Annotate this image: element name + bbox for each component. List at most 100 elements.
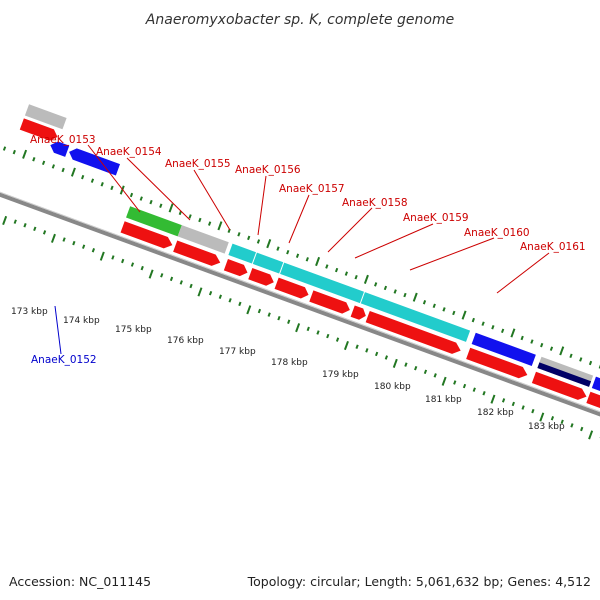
inner-minor-tick: [42, 230, 47, 235]
inner-minor-tick: [160, 273, 164, 278]
outer-minor-tick: [354, 274, 358, 280]
inner-major-tick: [148, 269, 154, 279]
leader-AnaeK_0159: [354, 223, 434, 259]
outer-major-tick: [119, 185, 125, 195]
gene-arrow-AnaeK_0157b[interactable]: [309, 290, 352, 315]
inner-minor-tick: [384, 355, 389, 360]
outer-minor-tick: [579, 357, 583, 362]
outer-minor-tick: [549, 346, 554, 351]
genome-backbone: [0, 177, 600, 443]
outer-major-tick: [22, 149, 28, 159]
feature-bar-cyan-1[interactable]: [228, 243, 257, 264]
inner-minor-tick: [511, 401, 515, 407]
gene-label-AnaeK_0159[interactable]: AnaeK_0159: [403, 212, 469, 224]
feature-bar-cyan-4[interactable]: [360, 292, 471, 342]
outer-minor-tick: [588, 360, 593, 366]
gene-label-AnaeK_0161[interactable]: AnaeK_0161: [520, 241, 586, 253]
gene-label-AnaeK_0152[interactable]: AnaeK_0152: [31, 354, 97, 366]
inner-minor-tick: [287, 319, 291, 324]
gene-arrow-fwd-left[interactable]: [19, 118, 60, 142]
outer-major-tick: [70, 167, 76, 177]
map-title: Anaeromyxobacter sp. K, complete genome: [145, 12, 454, 28]
inner-minor-tick: [326, 333, 330, 339]
inner-minor-tick: [580, 426, 584, 432]
feature-bar-grey[interactable]: [177, 225, 229, 254]
outer-minor-tick: [129, 192, 134, 198]
inner-major-tick: [392, 358, 398, 368]
inner-minor-tick: [462, 383, 467, 389]
outer-tick-row: [2, 146, 600, 369]
gene-label-AnaeK_0157[interactable]: AnaeK_0157: [279, 183, 345, 195]
gene-arrow-AnaeK_0152[interactable]: [67, 146, 120, 176]
gene-label-AnaeK_0153[interactable]: AnaeK_0153: [30, 134, 96, 146]
inner-minor-tick: [482, 391, 486, 396]
reverse-strand-genes: [48, 139, 120, 176]
gene-label-AnaeK_0156[interactable]: AnaeK_0156: [235, 164, 301, 176]
outer-minor-tick: [149, 199, 153, 205]
gene-arrow-AnaeK_0154[interactable]: [173, 240, 222, 268]
feature-bar-grey-left[interactable]: [24, 104, 67, 130]
feature-bar-blue[interactable]: [471, 332, 536, 366]
outer-minor-tick: [305, 257, 309, 262]
gene-label-AnaeK_0160[interactable]: AnaeK_0160: [464, 227, 530, 239]
forward-strand-genes: [19, 118, 600, 417]
label-leader-lines: [54, 144, 550, 355]
inner-minor-tick: [238, 301, 242, 307]
feature-bar-green[interactable]: [126, 206, 182, 237]
gene-arrow-AnaeK_0159[interactable]: [365, 310, 463, 356]
outer-major-tick: [315, 256, 321, 267]
inner-minor-tick: [130, 262, 135, 267]
inner-major-tick: [2, 215, 8, 226]
gene-arrow-rev-small[interactable]: [48, 139, 70, 157]
gene-arrow-AnaeK_0153[interactable]: [120, 221, 175, 250]
inner-minor-tick: [501, 398, 506, 403]
inner-tick-row: [2, 215, 600, 440]
scale-label: 181 kbp: [425, 395, 462, 405]
scale-label: 180 kbp: [374, 382, 411, 392]
outer-minor-tick: [208, 221, 212, 226]
leader-AnaeK_0152: [54, 305, 62, 355]
inner-major-tick: [343, 340, 349, 351]
outer-minor-tick: [422, 300, 427, 305]
outer-minor-tick: [403, 292, 407, 298]
scale-label: 177 kbp: [219, 347, 256, 357]
scale-label: 176 kbp: [167, 336, 204, 346]
feature-bar-cyan-2[interactable]: [252, 252, 284, 274]
gene-label-AnaeK_0158[interactable]: AnaeK_0158: [342, 197, 408, 209]
inner-minor-tick: [570, 423, 574, 428]
gene-label-AnaeK_0154[interactable]: AnaeK_0154: [96, 146, 162, 158]
outer-minor-tick: [598, 364, 600, 369]
feature-bar-navy[interactable]: [537, 362, 592, 387]
gene-arrow-AnaeK_0155[interactable]: [223, 259, 250, 278]
outer-major-tick: [168, 203, 174, 213]
scale-label: 183 kbp: [528, 422, 565, 432]
outer-minor-tick: [393, 289, 397, 294]
outer-minor-tick: [569, 353, 573, 359]
inner-minor-tick: [277, 315, 281, 321]
outer-minor-tick: [90, 178, 95, 183]
outer-minor-tick: [81, 174, 85, 180]
outer-minor-tick: [139, 196, 143, 201]
inner-minor-tick: [267, 312, 271, 317]
inner-minor-tick: [179, 280, 183, 285]
outer-major-tick: [412, 292, 418, 302]
leader-AnaeK_0161: [496, 252, 550, 294]
gene-arrow-AnaeK_0161[interactable]: [531, 371, 589, 403]
gene-arrow-fwd-right[interactable]: [586, 391, 600, 417]
outer-minor-tick: [501, 328, 505, 334]
inner-minor-tick: [140, 265, 144, 271]
gene-arrow-AnaeK_0160[interactable]: [466, 347, 529, 381]
gene-label-AnaeK_0155[interactable]: AnaeK_0155: [165, 158, 231, 170]
gene-arrow-AnaeK_0156[interactable]: [248, 267, 276, 288]
feature-bar-cyan-3[interactable]: [280, 262, 364, 304]
inner-minor-tick: [414, 365, 418, 371]
outer-minor-tick: [374, 282, 378, 287]
gene-arrow-AnaeK_0157a[interactable]: [274, 277, 311, 301]
outer-minor-tick: [471, 317, 475, 323]
inner-minor-tick: [228, 298, 232, 303]
accession-text: Accession: NC_011145: [9, 574, 151, 589]
leader-AnaeK_0154: [126, 157, 191, 221]
inner-minor-tick: [316, 330, 320, 335]
gene-arrow-AnaeK_0158[interactable]: [350, 305, 368, 321]
